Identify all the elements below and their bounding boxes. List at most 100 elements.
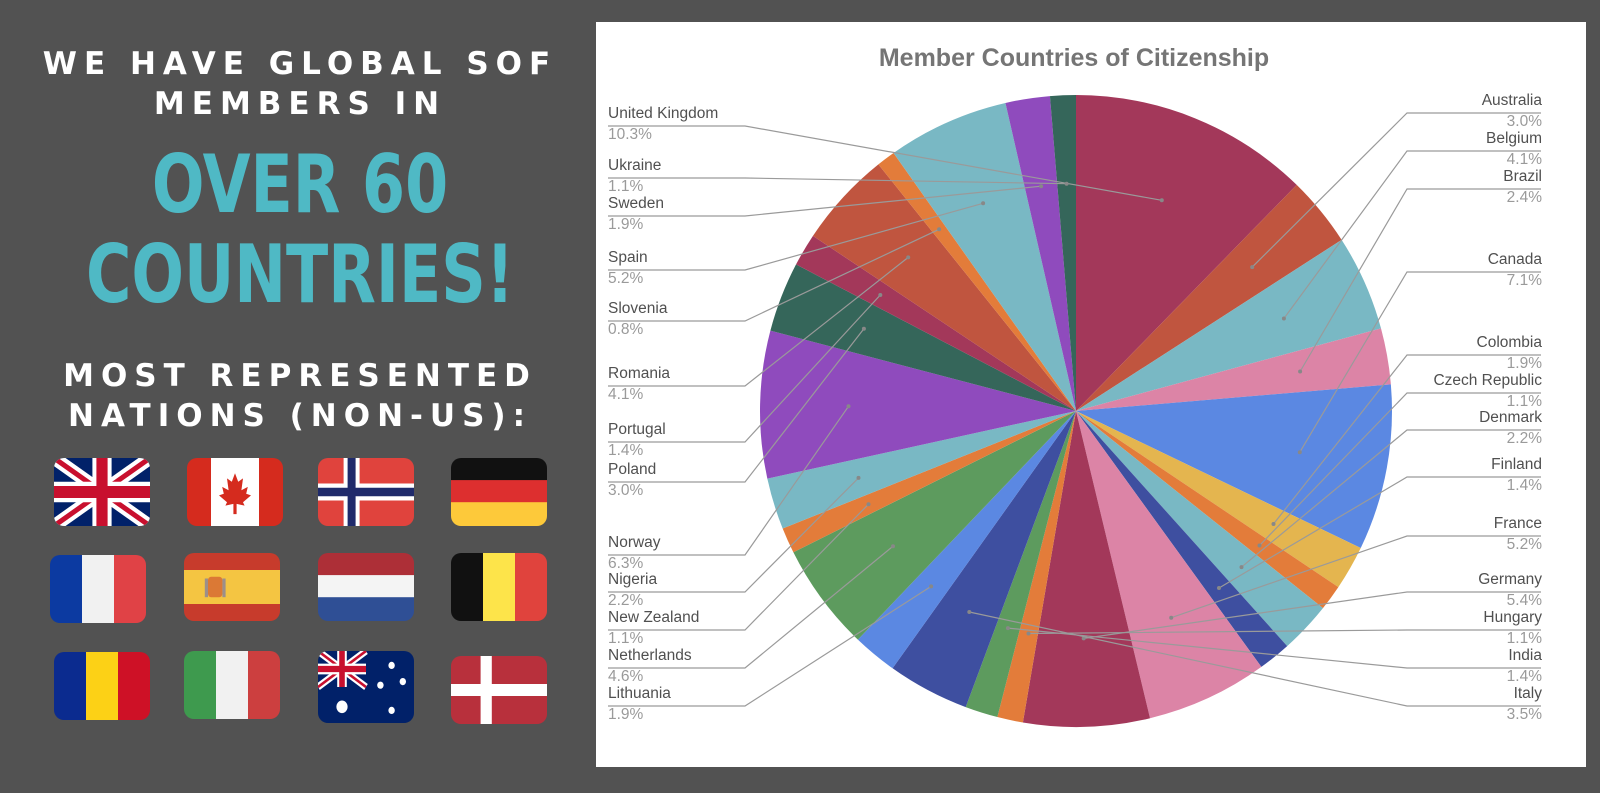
leader-dot-italy xyxy=(967,610,972,614)
leader-line-france xyxy=(1171,535,1541,619)
slice-label-canada: Canada xyxy=(1488,251,1543,268)
leader-dot-netherlands xyxy=(891,544,895,549)
leader-dot-ukraine xyxy=(1064,181,1069,186)
slice-value-netherlands: 4.6% xyxy=(608,668,644,685)
slice-value-canada: 7.1% xyxy=(1507,272,1543,289)
leader-line-czech-republic xyxy=(1259,392,1541,546)
slice-value-sweden: 1.9% xyxy=(608,216,644,233)
norway-flag xyxy=(318,458,414,526)
leader-dot-united-kingdom xyxy=(1159,198,1164,203)
leader-line-united-kingdom xyxy=(608,125,1162,201)
leader-dot-nigeria xyxy=(856,475,861,480)
slice-value-slovenia: 0.8% xyxy=(608,321,644,338)
slice-label-czech-republic: Czech Republic xyxy=(1433,372,1542,389)
leader-dot-sweden xyxy=(1039,184,1044,189)
leader-dot-norway xyxy=(846,404,851,409)
slice-value-france: 5.2% xyxy=(1507,536,1543,553)
pie-slice-nigeria xyxy=(767,411,1076,529)
headline-top: WE HAVE GLOBAL SOF MEMBERS IN xyxy=(42,46,558,122)
pie-slice-sweden xyxy=(1005,96,1076,411)
netherlands-flag xyxy=(318,553,414,621)
germany-flag xyxy=(451,458,547,526)
leader-dot-romania xyxy=(906,255,911,260)
leader-line-poland xyxy=(608,328,865,483)
slice-label-italy: Italy xyxy=(1514,685,1543,702)
leader-line-india xyxy=(1007,627,1541,669)
leader-dot-brazil xyxy=(1298,369,1303,374)
slice-label-colombia: Colombia xyxy=(1477,334,1543,351)
slice-label-netherlands: Netherlands xyxy=(608,647,692,664)
slice-label-nigeria: Nigeria xyxy=(608,571,657,588)
slice-value-nigeria: 2.2% xyxy=(608,592,644,609)
leader-line-finland xyxy=(1218,476,1541,589)
pie-slice-colombia xyxy=(1076,411,1361,588)
slice-label-poland: Poland xyxy=(608,461,656,478)
australia-flag xyxy=(318,651,414,723)
pie-slice-united-kingdom xyxy=(1076,95,1297,411)
leader-line-brazil xyxy=(1299,188,1541,372)
leader-line-denmark xyxy=(1241,429,1541,568)
spain-flag xyxy=(184,553,280,621)
slice-label-india: India xyxy=(1508,647,1542,664)
italy-flag xyxy=(184,651,280,719)
denmark-flag xyxy=(451,656,547,724)
slice-value-united-kingdom: 10.3% xyxy=(608,126,652,143)
slice-label-australia: Australia xyxy=(1482,92,1543,109)
leader-dot-new-zealand xyxy=(866,502,871,507)
pie-slice-lithuania xyxy=(857,411,1076,669)
pie-slice-finland xyxy=(1076,411,1288,667)
slice-value-romania: 4.1% xyxy=(608,386,644,403)
pie-slice-australia xyxy=(1076,184,1342,411)
slice-value-belgium: 4.1% xyxy=(1507,151,1543,168)
leader-dot-finland xyxy=(1217,586,1221,590)
pie-slice-denmark xyxy=(1076,411,1323,647)
slice-value-new-zealand: 1.1% xyxy=(608,630,644,647)
leader-line-italy xyxy=(969,611,1541,707)
slice-label-new-zealand: New Zealand xyxy=(608,609,699,626)
pie-slice-czech-republic xyxy=(1076,411,1339,609)
slice-label-belgium: Belgium xyxy=(1486,130,1542,147)
slice-value-colombia: 1.9% xyxy=(1507,355,1543,372)
slice-value-brazil: 2.4% xyxy=(1507,189,1543,206)
slice-label-norway: Norway xyxy=(608,534,661,551)
slice-value-poland: 3.0% xyxy=(608,482,644,499)
leader-dot-portugal xyxy=(878,293,883,297)
slice-label-lithuania: Lithuania xyxy=(608,685,671,702)
slice-value-italy: 3.5% xyxy=(1507,706,1543,723)
france-flag xyxy=(50,555,146,623)
slice-label-finland: Finland xyxy=(1491,456,1542,473)
leader-line-romania xyxy=(608,256,909,387)
slice-label-spain: Spain xyxy=(608,249,648,266)
leader-line-sweden xyxy=(608,185,1042,217)
slice-label-sweden: Sweden xyxy=(608,195,664,212)
leader-dot-canada xyxy=(1297,450,1302,455)
slice-value-denmark: 2.2% xyxy=(1507,430,1543,447)
pie-slice-slovenia xyxy=(878,153,1076,411)
slice-label-slovenia: Slovenia xyxy=(608,300,668,317)
pie-slice-poland xyxy=(770,264,1076,411)
chart-title: Member Countries of Citizenship xyxy=(879,44,1269,72)
slice-label-france: France xyxy=(1494,515,1542,532)
leader-dot-france xyxy=(1169,615,1174,620)
slice-value-lithuania: 1.9% xyxy=(608,706,644,723)
pie-slice-belgium xyxy=(1076,239,1381,411)
leader-dot-india xyxy=(1005,626,1010,631)
pie-slice-india xyxy=(965,411,1076,718)
slice-label-portugal: Portugal xyxy=(608,421,666,438)
leader-dot-lithuania xyxy=(929,584,934,589)
pie-chart: Member Countries of Citizenship Australi… xyxy=(608,44,1543,727)
leader-line-new-zealand xyxy=(608,503,869,631)
leader-line-hungary xyxy=(1028,629,1541,635)
slice-value-czech-republic: 1.1% xyxy=(1507,393,1543,410)
leader-dot-poland xyxy=(861,326,866,331)
headline-big: OVER 60 COUNTRIES! xyxy=(85,138,515,321)
leader-dot-germany xyxy=(1081,636,1086,641)
pie-slice-netherlands xyxy=(793,411,1076,640)
slice-label-brazil: Brazil xyxy=(1503,168,1542,185)
slice-label-united-kingdom: United Kingdom xyxy=(608,105,718,122)
leader-line-lithuania xyxy=(608,585,932,707)
pie-slice-romania xyxy=(812,164,1076,411)
pie-slice-hungary xyxy=(997,411,1076,723)
leader-line-ukraine xyxy=(608,177,1067,185)
slice-value-india: 1.4% xyxy=(1507,668,1543,685)
